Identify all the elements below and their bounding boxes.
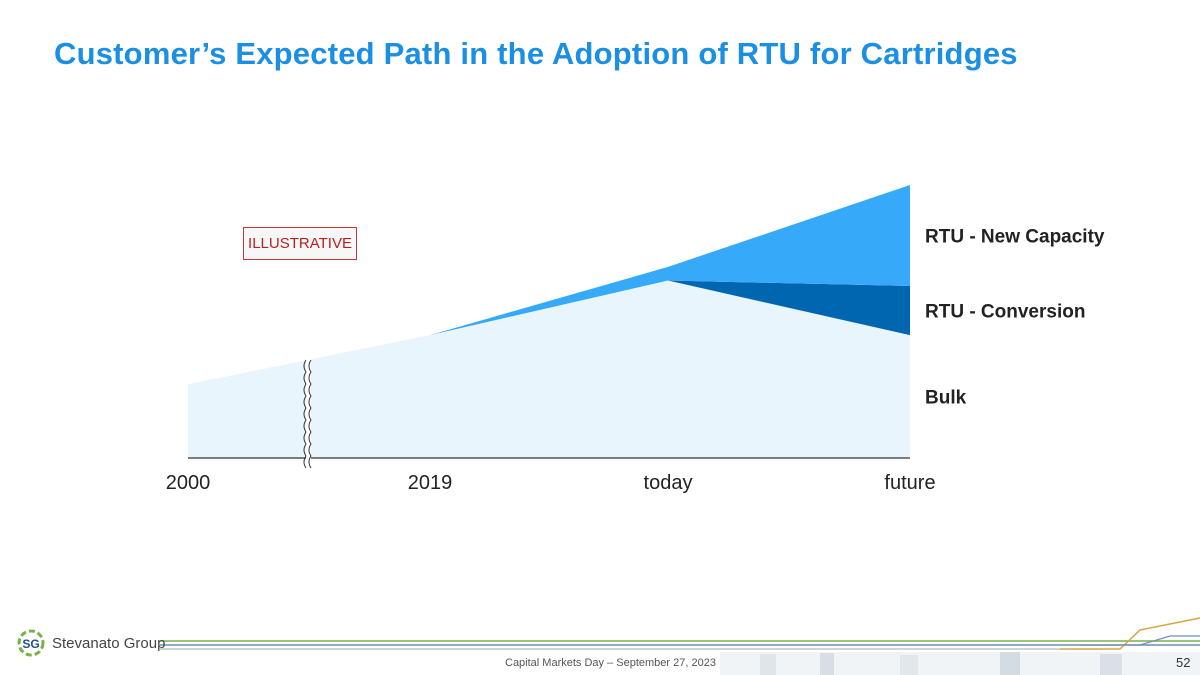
axis-break-line-2 xyxy=(308,359,312,469)
series-label-bulk: Bulk xyxy=(925,388,967,409)
logo-name: Stevanato Group xyxy=(52,634,166,652)
chart-areas xyxy=(188,185,910,458)
slide-title: Customer’s Expected Path in the Adoption… xyxy=(54,36,1018,71)
series-label-rtu-new-capacity: RTU - New Capacity xyxy=(925,227,1105,248)
illustrative-badge: ILLUSTRATIVE xyxy=(243,227,357,260)
x-tick-label: 2019 xyxy=(408,472,453,494)
area-chart: 2000 2019 today future Bulk RTU - Conversion… xyxy=(166,185,1105,494)
series-label-rtu-conversion: RTU - Conversion xyxy=(925,302,1085,323)
footer-decoration xyxy=(160,617,1200,675)
axis-break-marker xyxy=(303,356,312,469)
x-axis-tick-labels: 2000 2019 today future xyxy=(166,472,936,494)
axis-break-gap xyxy=(306,356,311,468)
x-tick-label: future xyxy=(884,472,935,494)
footer-caption: Capital Markets Day – September 27, 2023 xyxy=(505,657,716,669)
x-tick-label: today xyxy=(644,472,693,494)
series-labels: Bulk RTU - Conversion RTU - New Capacity xyxy=(925,227,1105,409)
stevanato-logo: SG Stevanato Group xyxy=(16,628,165,658)
x-tick-label: 2000 xyxy=(166,472,211,494)
logo-mark: SG xyxy=(22,637,39,651)
axis-break-line-1 xyxy=(303,359,307,469)
area-rtu-conversion xyxy=(188,280,910,385)
page-number: 52 xyxy=(1176,655,1191,670)
sg-logo-icon: SG xyxy=(17,629,45,657)
area-bulk xyxy=(188,280,910,458)
